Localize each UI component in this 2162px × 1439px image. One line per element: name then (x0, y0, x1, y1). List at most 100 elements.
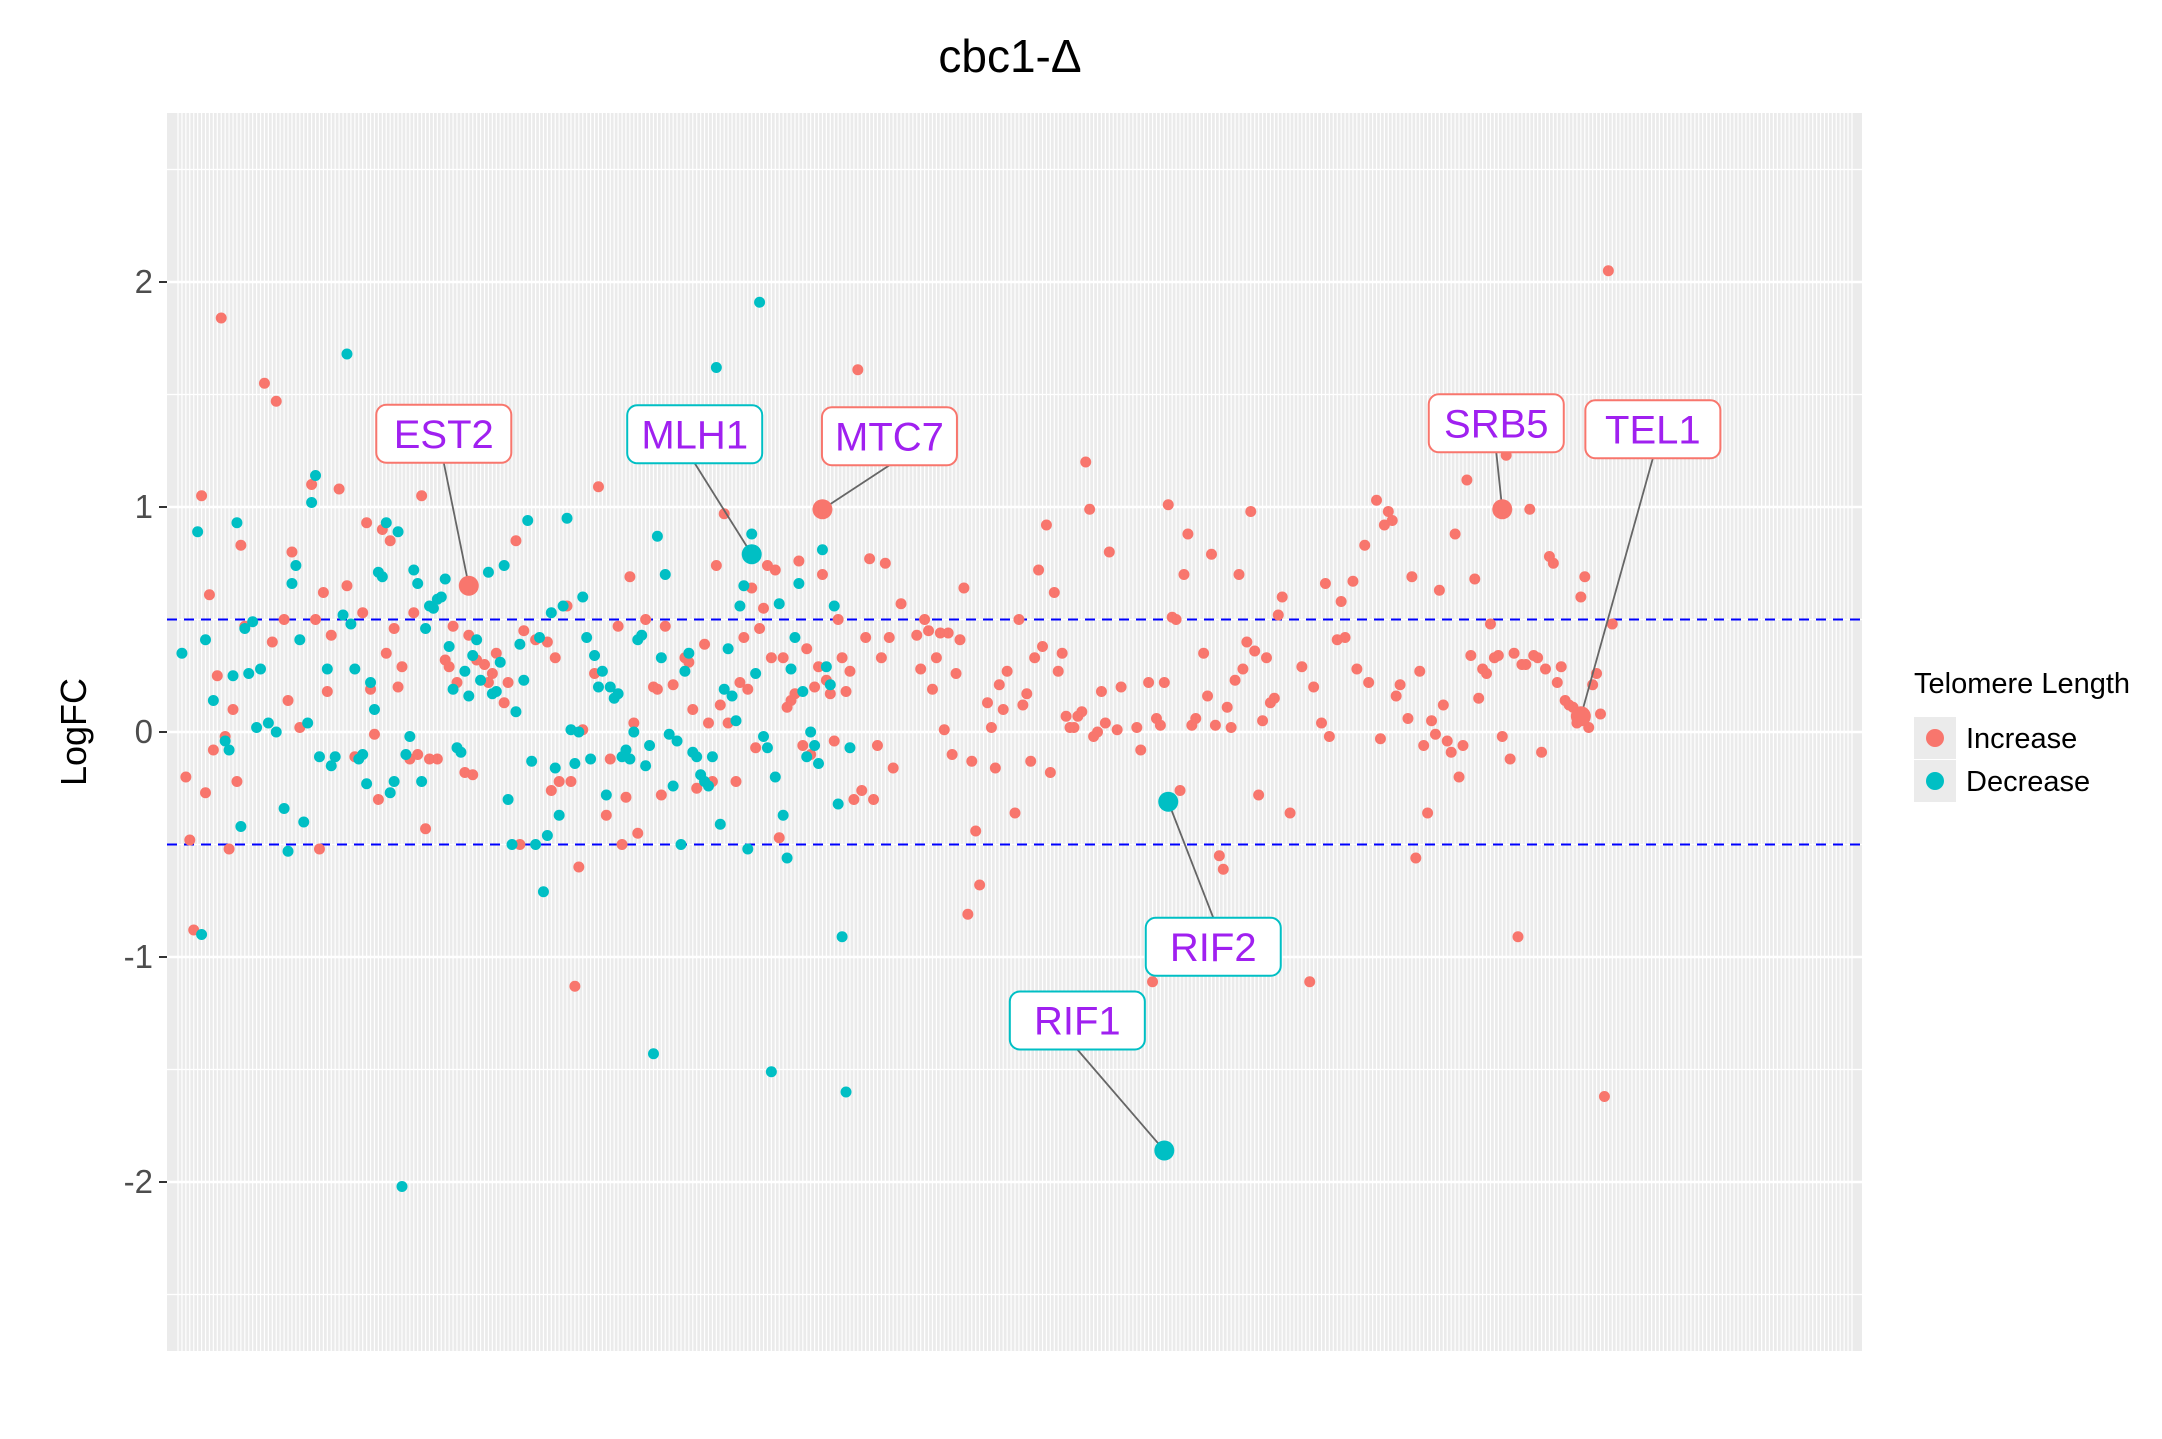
data-point-decrease (534, 632, 546, 643)
data-point-increase (730, 776, 742, 787)
data-point-increase (887, 762, 899, 774)
data-point-increase (1025, 755, 1037, 767)
legend-key-decrease (1926, 772, 1944, 790)
data-point-decrease (765, 1066, 777, 1078)
highlighted-point (1158, 791, 1179, 812)
data-point-decrease (231, 517, 243, 529)
data-point-increase (1386, 515, 1398, 526)
data-point-increase (655, 789, 667, 801)
data-point-decrease (537, 886, 549, 898)
data-point-increase (1260, 652, 1272, 664)
data-point-decrease (541, 830, 553, 841)
data-point-decrease (192, 526, 204, 538)
data-point-decrease (671, 735, 683, 747)
y-axis-title: LogFC (53, 678, 94, 786)
data-point-increase (443, 661, 455, 673)
data-point-increase (1575, 591, 1587, 603)
data-point-decrease (828, 600, 840, 612)
highlight-srb5: SRB5 (1427, 393, 1565, 520)
data-point-decrease (718, 683, 730, 695)
data-point-decrease (734, 600, 746, 612)
data-point-increase (856, 785, 868, 796)
data-point-decrease (581, 632, 593, 643)
data-point-decrease (781, 852, 793, 864)
data-point-increase (266, 636, 278, 648)
data-point-increase (911, 629, 923, 641)
data-point-decrease (365, 677, 377, 688)
data-point-increase (958, 582, 970, 594)
data-point-increase (549, 652, 561, 664)
data-point-increase (310, 614, 322, 625)
data-point-increase (1190, 713, 1202, 724)
data-point-increase (1406, 571, 1418, 583)
legend-label-increase: Increase (1966, 723, 2077, 755)
data-point-increase (1508, 647, 1520, 659)
data-point-increase (1319, 578, 1331, 589)
data-point-increase (714, 699, 726, 711)
data-point-increase (1158, 677, 1170, 688)
data-point-increase (1162, 499, 1174, 511)
data-point-decrease (475, 674, 487, 686)
data-point-decrease (227, 670, 239, 682)
data-point-increase (1606, 618, 1618, 630)
data-point-increase (718, 508, 730, 520)
data-point-increase (1414, 665, 1426, 677)
data-point-increase (985, 722, 997, 733)
data-point-increase (832, 614, 844, 625)
y-tick-label: 2 (135, 263, 153, 300)
data-point-decrease (313, 751, 325, 763)
data-point-increase (930, 652, 942, 664)
data-point-decrease (663, 728, 675, 740)
data-point-decrease (816, 544, 828, 556)
data-point-decrease (832, 798, 844, 810)
data-point-decrease (683, 647, 695, 659)
data-point-increase (1323, 731, 1335, 742)
data-point-increase (215, 312, 227, 324)
data-point-increase (1539, 663, 1551, 675)
data-point-increase (793, 555, 805, 567)
data-point-decrease (459, 665, 471, 677)
data-point-increase (624, 571, 636, 583)
data-point-decrease (675, 839, 687, 850)
y-tick-label: -1 (124, 938, 153, 975)
data-point-decrease (589, 650, 601, 661)
data-point-decrease (750, 668, 762, 679)
data-point-increase (1410, 852, 1422, 864)
data-point-increase (412, 749, 424, 760)
data-point-increase (1547, 557, 1559, 569)
highlighted-point (1492, 499, 1513, 520)
data-point-decrease (510, 706, 522, 718)
data-point-increase (773, 832, 785, 844)
data-point-increase (1080, 456, 1092, 468)
label-connector (1167, 801, 1215, 919)
highlight-est2: EST2 (375, 403, 513, 596)
data-point-decrease (620, 744, 632, 756)
data-point-decrease (337, 609, 349, 621)
data-point-decrease (624, 753, 636, 765)
data-point-increase (926, 683, 938, 695)
data-point-increase (1253, 789, 1265, 801)
data-point-decrease (514, 638, 526, 650)
highlight-rif2: RIF2 (1144, 791, 1282, 977)
data-point-increase (801, 643, 813, 655)
data-point-increase (1017, 699, 1029, 711)
data-point-increase (915, 663, 927, 675)
data-point-decrease (840, 1086, 852, 1098)
data-point-decrease (655, 652, 667, 664)
data-point-increase (498, 697, 510, 709)
data-point-increase (1555, 661, 1567, 673)
data-point-decrease (722, 643, 734, 655)
data-point-increase (750, 742, 762, 754)
data-point-decrease (239, 623, 251, 634)
data-point-decrease (758, 731, 770, 742)
data-point-decrease (569, 758, 581, 769)
data-point-increase (196, 490, 208, 502)
data-point-increase (1551, 677, 1563, 688)
gene-label-box (626, 404, 764, 465)
data-point-decrease (416, 776, 428, 787)
data-point-increase (313, 843, 325, 855)
data-point-decrease (640, 760, 652, 772)
data-point-increase (372, 794, 384, 805)
data-point-decrease (526, 755, 538, 767)
data-point-increase (1496, 731, 1508, 742)
